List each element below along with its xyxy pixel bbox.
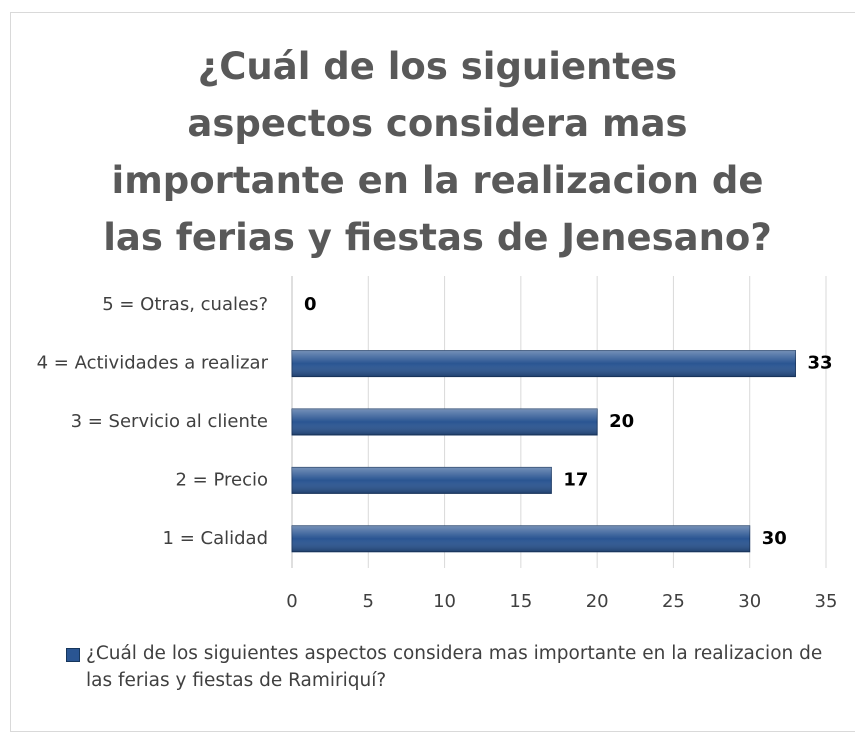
x-tick-label: 10 [433, 591, 456, 612]
value-label: 17 [563, 469, 588, 490]
x-tick-label: 5 [363, 591, 374, 612]
value-label: 20 [609, 411, 634, 432]
value-label: 30 [762, 528, 787, 549]
y-tick-label: 4 = Actividades a realizar [37, 353, 269, 374]
value-label: 0 [304, 294, 317, 315]
page: {"chart_data": {"type": "bar", "orientat… [10, 12, 855, 732]
bar-shine [292, 350, 796, 377]
bar-shine [292, 467, 552, 494]
chart-title: ¿Cuál de los siguientes aspectos conside… [103, 45, 772, 259]
plot: 0 5 10 15 20 25 30 35 1 = Calidad 30 2 = Precio 17 3… [37, 276, 838, 612]
legend-key [66, 648, 80, 662]
bar-shine [292, 409, 598, 435]
bar-shine [292, 525, 750, 552]
value-label: 33 [807, 353, 832, 374]
x-tick-label: 0 [286, 591, 297, 612]
x-tick-label: 30 [738, 591, 761, 612]
legend-label: ¿Cuál de los siguientes aspectos conside… [86, 643, 823, 691]
legend: ¿Cuál de los siguientes aspectos conside… [66, 640, 836, 694]
y-tick-label: 3 = Servicio al cliente [71, 411, 268, 432]
x-tick-label: 25 [662, 591, 685, 612]
y-tick-label: 5 = Otras, cuales? [102, 294, 268, 315]
y-tick-label: 2 = Precio [175, 469, 268, 490]
y-tick-label: 1 = Calidad [163, 528, 268, 549]
x-tick-label: 15 [509, 591, 532, 612]
x-tick-label: 35 [815, 591, 838, 612]
x-tick-label: 20 [586, 591, 609, 612]
